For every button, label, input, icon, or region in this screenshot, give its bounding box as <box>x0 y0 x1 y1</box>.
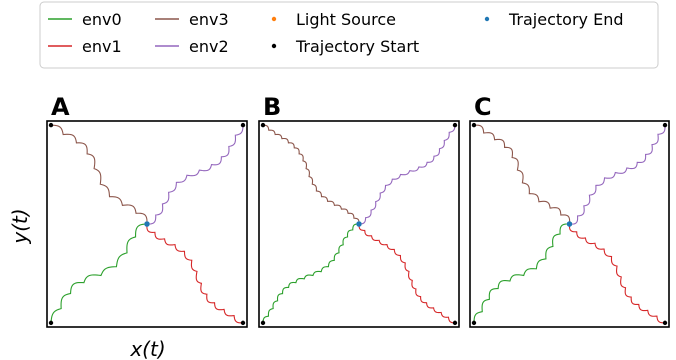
trajectory-env3 <box>50 124 148 225</box>
trajectory-end-marker <box>356 221 362 227</box>
trajectory-start-marker <box>48 122 54 128</box>
legend-item-trajectory-start: Trajectory Start <box>271 37 419 56</box>
legend: env0 env1 env2 env3 Light Source Trajectory S… <box>39 1 659 69</box>
trajectory-start-marker <box>471 320 477 326</box>
panel-b: B <box>258 93 460 328</box>
legend-item-env0: env0 <box>48 10 122 29</box>
trajectory-end-marker <box>144 221 150 227</box>
x-axis-label: x(t) <box>129 337 165 360</box>
legend-item-env2: env2 <box>155 37 229 56</box>
legend-frame <box>39 1 659 69</box>
trajectory-start-marker <box>662 320 668 326</box>
trajectory-start-marker <box>471 122 477 128</box>
legend-item-env3: env3 <box>155 10 229 29</box>
legend-label: env0 <box>82 10 122 29</box>
trajectory-start-marker <box>662 122 668 128</box>
panels: A B C <box>46 93 670 328</box>
panel-a: A <box>46 93 248 328</box>
panel-label: A <box>51 93 70 121</box>
legend-label: Trajectory Start <box>295 37 419 56</box>
trajectory-env2 <box>358 125 456 225</box>
legend-label: Trajectory End <box>508 10 624 29</box>
trajectory-env3 <box>473 124 571 225</box>
trajectory-env1 <box>568 223 666 324</box>
trajectory-env1 <box>358 224 456 324</box>
trajectory-start-marker <box>260 122 266 128</box>
trajectory-start-marker <box>48 320 54 326</box>
trajectory-start-marker <box>260 320 266 326</box>
legend-item-trajectory-end: Trajectory End <box>484 10 624 29</box>
trajectory-start-marker <box>240 122 246 128</box>
trajectory-env0 <box>473 223 570 323</box>
trajectory-env1 <box>146 223 243 324</box>
legend-item-env1: env1 <box>48 37 122 56</box>
trajectory-start-marker <box>452 122 458 128</box>
panel-c: C <box>469 93 670 328</box>
legend-label: Light Source <box>296 10 396 29</box>
trajectory-env0 <box>262 223 359 323</box>
legend-marker-swatch <box>484 16 490 22</box>
trajectory-start-marker <box>452 320 458 326</box>
legend-label: env3 <box>189 10 229 29</box>
legend-label: env1 <box>82 37 122 56</box>
trajectory-start-marker <box>240 320 246 326</box>
trajectory-end-marker <box>566 221 573 227</box>
y-axis-label: y(t) <box>8 208 32 244</box>
legend-label: env2 <box>189 37 229 56</box>
panel-label: C <box>474 93 492 121</box>
legend-marker-swatch <box>271 43 277 49</box>
legend-item-light-source: Light Source <box>271 10 396 29</box>
trajectory-env2 <box>569 125 666 225</box>
trajectory-env0 <box>50 223 148 323</box>
trajectory-env2 <box>146 125 244 225</box>
panel-label: B <box>263 93 281 121</box>
trajectory-env3 <box>262 124 360 225</box>
legend-marker-swatch <box>271 16 277 22</box>
